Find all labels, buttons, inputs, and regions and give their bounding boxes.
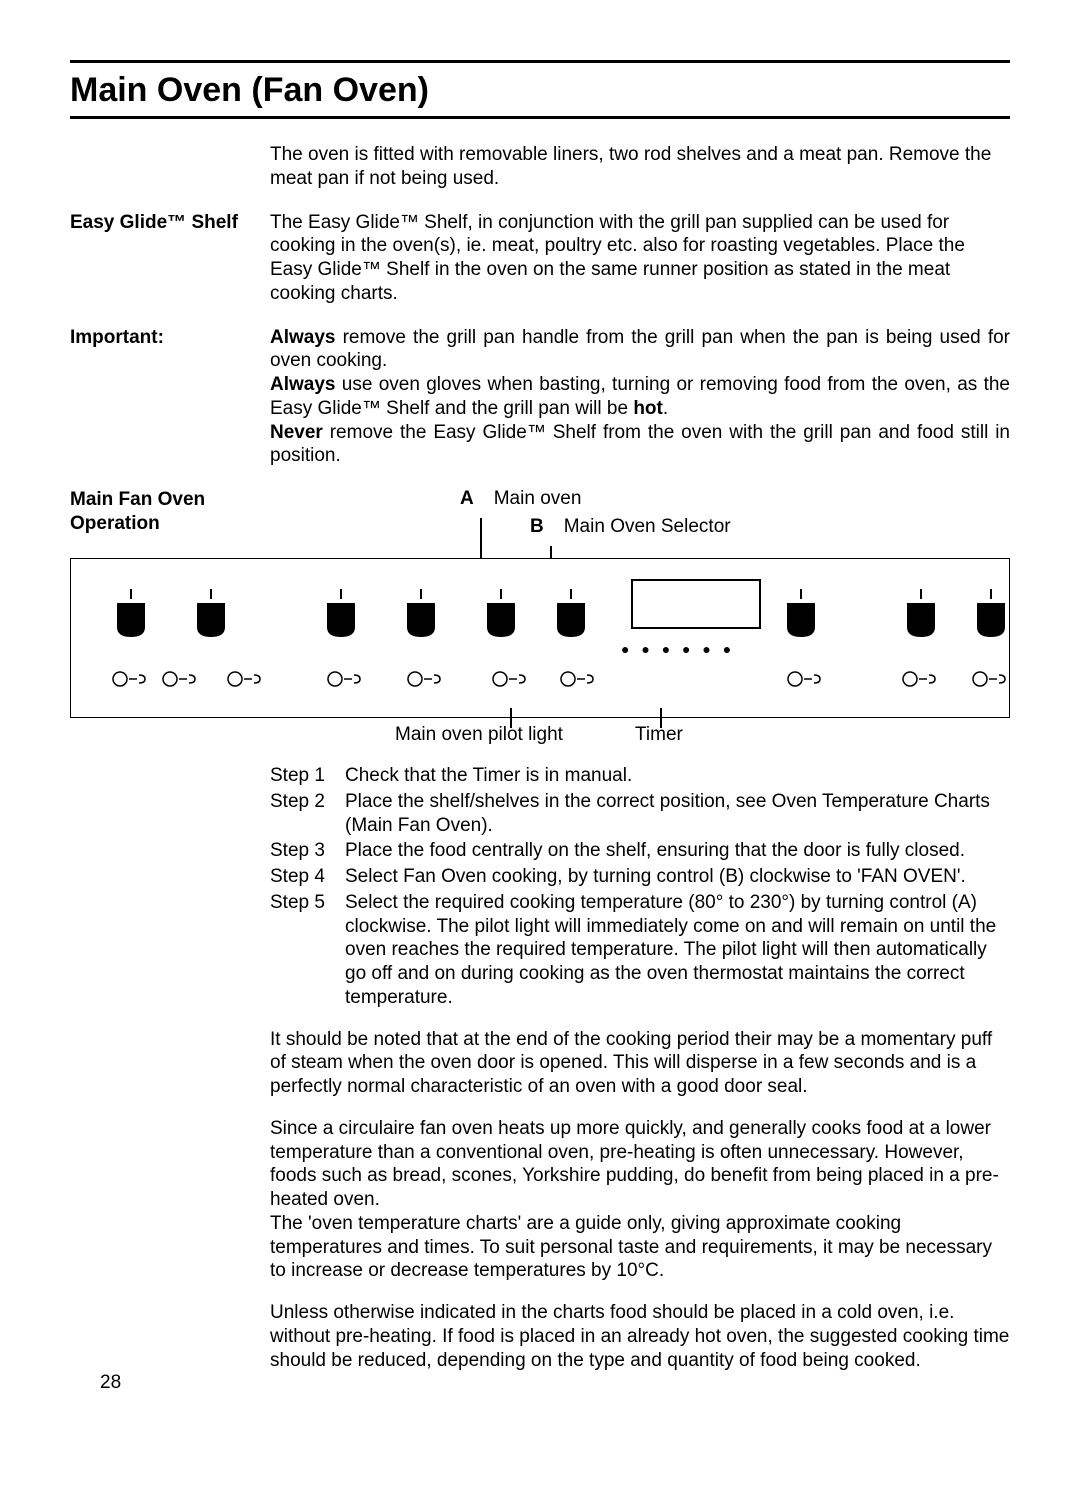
indicator-light: [491, 669, 531, 689]
control-knob: [401, 589, 441, 639]
note-3: Unless otherwise indicated in the charts…: [270, 1301, 1010, 1372]
text-a: Main oven: [494, 488, 582, 509]
note-1: It should be noted that at the end of th…: [270, 1028, 1010, 1099]
label-a: A Main oven: [460, 488, 581, 510]
important-label: Important:: [70, 326, 270, 469]
always2-bold: Always: [270, 374, 335, 395]
period: .: [663, 398, 668, 419]
diagram-top-labels: Main Fan Oven Operation A Main oven B Main…: [70, 488, 1010, 558]
important-text: Always remove the grill pan handle from …: [270, 326, 1010, 469]
letter-b: B: [530, 516, 544, 537]
indicator-light: [326, 669, 366, 689]
note3-text: The 'oven temperature charts' are a guid…: [270, 1212, 1010, 1283]
never-rest: remove the Easy Glide™ Shelf from the ov…: [270, 422, 1010, 467]
operation-label: Main Fan Oven Operation: [70, 488, 270, 536]
page-number: 28: [100, 1372, 121, 1394]
step-1: Step 1 Check that the Timer is in manual…: [270, 764, 1010, 788]
timer-display: [631, 579, 761, 629]
control-knob: [901, 589, 941, 639]
intro-text: The oven is fitted with removable liners…: [270, 143, 1010, 191]
control-knob: [481, 589, 521, 639]
always1-bold: Always: [270, 327, 335, 348]
control-knob: [191, 589, 231, 639]
indicator-light: [161, 669, 201, 689]
indicator-light: [406, 669, 446, 689]
note4-text: Unless otherwise indicated in the charts…: [270, 1301, 1010, 1372]
control-panel-diagram: ● ● ● ● ● ●: [70, 558, 1010, 718]
step5-text: Select the required cooking temperature …: [345, 891, 1010, 1010]
step4-num: Step 4: [270, 865, 345, 889]
indicator-light: [971, 669, 1011, 689]
steps-list: Step 1 Check that the Timer is in manual…: [270, 764, 1010, 1010]
label-b: B Main Oven Selector: [530, 516, 731, 538]
timer-label: Timer: [635, 724, 683, 746]
control-knob: [111, 589, 151, 639]
step2-num: Step 2: [270, 790, 345, 838]
step5-num: Step 5: [270, 891, 345, 1010]
timer-buttons: ● ● ● ● ● ●: [621, 641, 735, 657]
indicator-light: [901, 669, 941, 689]
step3-text: Place the food centrally on the shelf, e…: [345, 839, 1010, 863]
title-underline: [70, 116, 1010, 119]
important-section: Important: Always remove the grill pan h…: [70, 326, 1010, 469]
hot: hot: [633, 398, 663, 419]
top-rule: [70, 60, 1010, 63]
control-knob: [971, 589, 1011, 639]
intro-section: The oven is fitted with removable liners…: [70, 143, 1010, 191]
text-b: Main Oven Selector: [564, 516, 731, 537]
step3-num: Step 3: [270, 839, 345, 863]
step-5: Step 5 Select the required cooking tempe…: [270, 891, 1010, 1010]
step1-num: Step 1: [270, 764, 345, 788]
panel-outline: ● ● ● ● ● ●: [70, 558, 1010, 718]
step4-text: Select Fan Oven cooking, by turning cont…: [345, 865, 1010, 889]
easyglide-label: Easy Glide™ Shelf: [70, 211, 270, 306]
letter-a: A: [460, 488, 474, 509]
indicator-light: [559, 669, 599, 689]
indicator-light: [786, 669, 826, 689]
intro-label: [70, 143, 270, 191]
easyglide-section: Easy Glide™ Shelf The Easy Glide™ Shelf,…: [70, 211, 1010, 306]
note-2: Since a circulaire fan oven heats up mor…: [270, 1117, 1010, 1283]
tick-a: [480, 518, 482, 558]
never-bold: Never: [270, 422, 323, 443]
step2-text: Place the shelf/shelves in the correct p…: [345, 790, 1010, 838]
note2-text: Since a circulaire fan oven heats up mor…: [270, 1117, 1010, 1212]
page-title: Main Oven (Fan Oven): [70, 71, 1010, 110]
diagram-bottom-labels: Main oven pilot light Timer: [70, 724, 1010, 754]
step-2: Step 2 Place the shelf/shelves in the co…: [270, 790, 1010, 838]
always1-rest: remove the grill pan handle from the gri…: [270, 327, 1010, 372]
easyglide-text: The Easy Glide™ Shelf, in conjunction wi…: [270, 211, 1010, 306]
note1-text: It should be noted that at the end of th…: [270, 1028, 1010, 1099]
pilot-light-label: Main oven pilot light: [395, 724, 563, 746]
step-3: Step 3 Place the food centrally on the s…: [270, 839, 1010, 863]
step-4: Step 4 Select Fan Oven cooking, by turni…: [270, 865, 1010, 889]
step1-text: Check that the Timer is in manual.: [345, 764, 1010, 788]
indicator-light: [111, 669, 151, 689]
indicator-light: [226, 669, 266, 689]
control-knob: [781, 589, 821, 639]
control-knob: [321, 589, 361, 639]
control-knob: [551, 589, 591, 639]
